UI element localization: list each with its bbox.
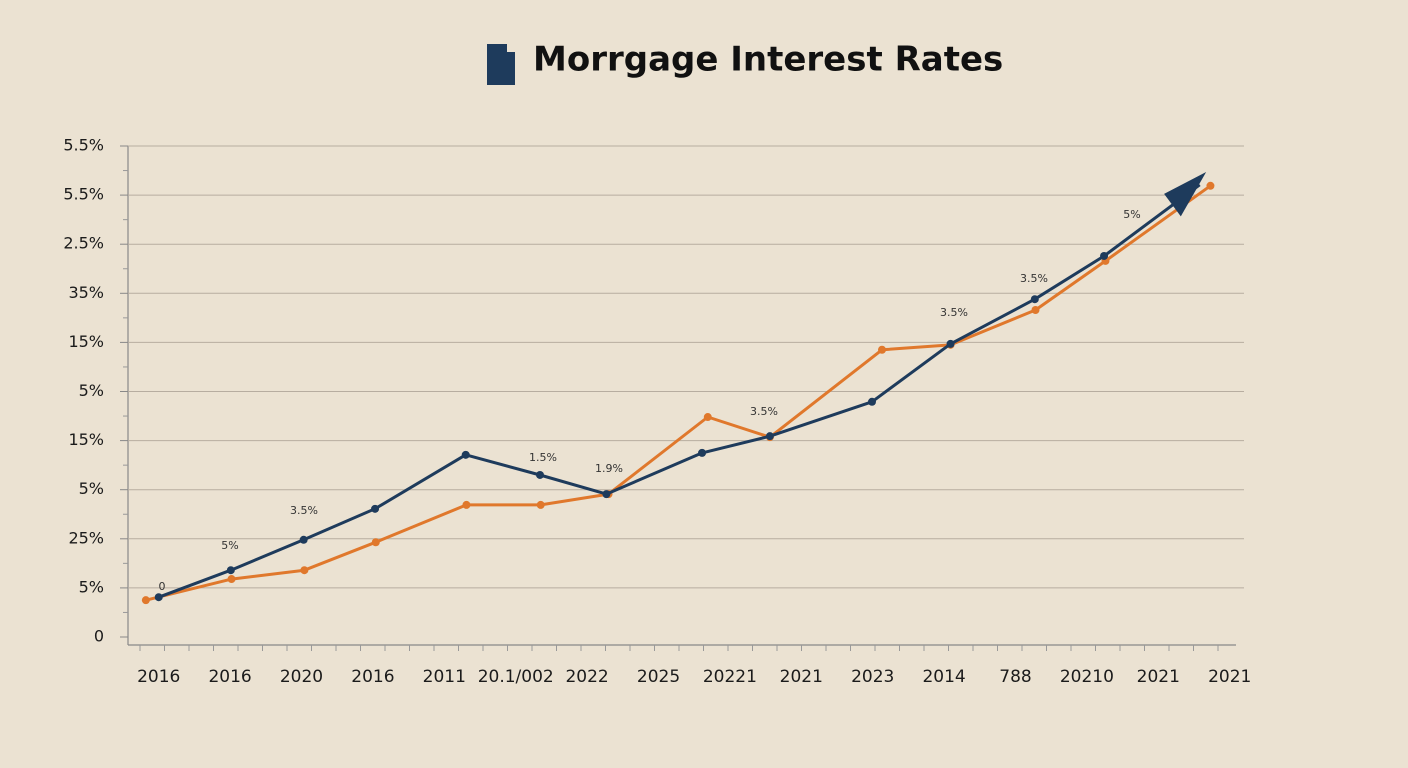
x-tick-label: 2014 [922, 667, 965, 687]
point [868, 397, 876, 406]
chart-title: Morrgage Interest Rates [533, 40, 1003, 80]
point [877, 345, 886, 354]
x-tick-label: 2016 [351, 667, 394, 687]
x-tick-label: 2020 [280, 667, 323, 687]
point [1100, 251, 1109, 260]
x-tick-label: 2023 [851, 667, 894, 687]
x-tick-label: 2011 [423, 667, 466, 687]
y-tick-label: 5% [79, 577, 104, 596]
x-tick-label: 2022 [565, 667, 608, 687]
point [703, 413, 712, 422]
point [765, 432, 774, 441]
point [226, 566, 235, 575]
y-tick-label: 5.5% [63, 136, 104, 155]
x-tick-label: 20210 [1060, 667, 1114, 687]
point [371, 504, 380, 513]
x-tick-label: 2016 [137, 667, 180, 687]
x-tick-label: 2021 [780, 667, 823, 687]
x-tick-label: 2021 [1208, 667, 1251, 687]
point [371, 538, 380, 547]
point [227, 575, 236, 584]
x-tick-label: 20221 [703, 667, 757, 687]
series-line [158, 183, 1201, 599]
point [461, 450, 470, 459]
y-tick-label: 35% [68, 283, 104, 302]
annotation: 5% [221, 539, 238, 552]
y-tick-label: 5% [79, 381, 104, 400]
annotation: 5% [1123, 208, 1140, 221]
annotation: 3.5% [1020, 272, 1048, 285]
annotation: 1.9% [595, 462, 623, 475]
point [462, 500, 471, 509]
point [299, 535, 308, 544]
point [1206, 181, 1215, 190]
x-tick-label: 2025 [637, 667, 680, 687]
x-tick-label: 788 [999, 667, 1031, 687]
point [698, 448, 707, 457]
arrow-head [1164, 172, 1207, 217]
point [535, 470, 544, 479]
point [536, 500, 545, 509]
annotation: 3.5% [750, 405, 778, 418]
y-tick-label: 5.5% [63, 185, 104, 204]
x-tick-label: 2016 [208, 667, 251, 687]
annotation: 3.5% [290, 504, 318, 517]
annotation: 0 [159, 580, 166, 593]
y-tick-label: 5% [79, 479, 104, 498]
series-line [145, 184, 1212, 602]
y-tick-label: 25% [68, 528, 104, 547]
point [946, 339, 955, 348]
x-tick-label: 20.1/002 [478, 667, 554, 687]
y-tick-label: 15% [68, 332, 104, 351]
point [1031, 305, 1040, 314]
y-tick-label: 15% [68, 430, 104, 449]
title-icon-fold [507, 44, 515, 52]
point [300, 566, 309, 575]
point [602, 490, 611, 499]
point [154, 593, 163, 602]
y-tick-label: 2.5% [63, 234, 104, 253]
x-tick-label: 2021 [1137, 667, 1180, 687]
point [1030, 295, 1039, 304]
y-tick-label: 0 [94, 627, 104, 646]
annotation: 1.5% [529, 451, 557, 464]
point [141, 596, 150, 605]
annotation: 3.5% [940, 306, 968, 319]
